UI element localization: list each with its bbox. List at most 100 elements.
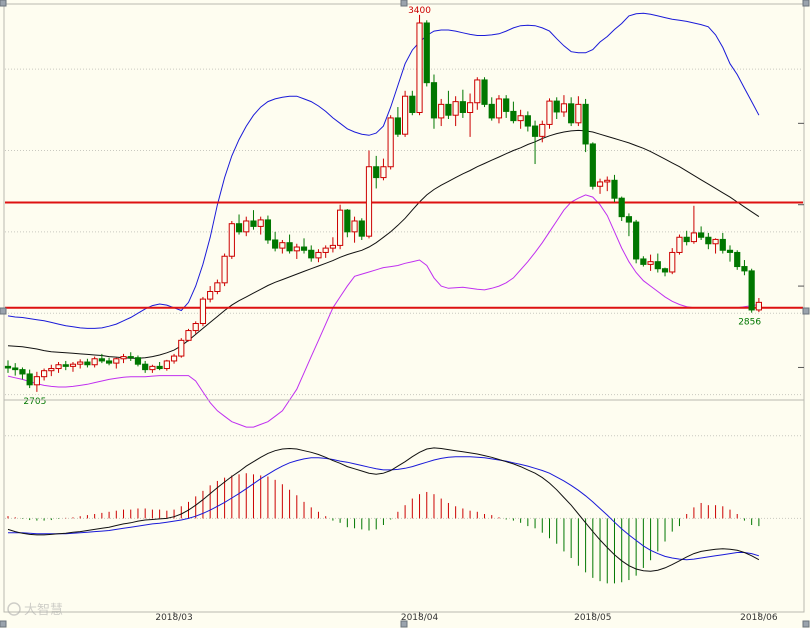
candle-down xyxy=(741,266,748,272)
candle-down xyxy=(481,79,488,105)
candle-up xyxy=(546,100,553,125)
candle-up xyxy=(495,98,503,119)
candle-down xyxy=(19,369,26,375)
candle-down xyxy=(640,258,647,265)
candle-down xyxy=(264,219,272,241)
candle-down xyxy=(4,365,12,369)
candle-down xyxy=(625,216,633,223)
candle-down xyxy=(553,100,560,113)
candle-down xyxy=(582,103,589,145)
candle-up xyxy=(170,355,178,362)
price-panel: 3400 2705 2856 xyxy=(3,3,805,428)
candle-up xyxy=(337,209,344,246)
candle-down xyxy=(423,22,430,84)
candle-up xyxy=(647,261,654,265)
candle-up xyxy=(192,323,199,332)
candle-down xyxy=(683,236,690,243)
candle-down xyxy=(661,268,669,273)
candle-up xyxy=(120,356,127,360)
candle-down xyxy=(719,238,726,251)
candle-down xyxy=(373,166,380,179)
candle-down xyxy=(344,209,351,233)
watermark-logo: 大智慧 xyxy=(7,602,63,618)
candle-down xyxy=(726,249,734,253)
candle-up xyxy=(243,220,250,233)
candle-up xyxy=(539,123,546,137)
candle-down xyxy=(300,246,308,251)
date-axis: 2018/03 2018/04 2018/05 2018/06 xyxy=(155,612,778,623)
candle-up xyxy=(755,301,762,311)
candle-down xyxy=(235,223,243,233)
candle-up xyxy=(329,244,336,249)
macd-histogram xyxy=(7,473,760,584)
candle-up xyxy=(41,370,48,378)
candle-up xyxy=(604,179,611,183)
candle-down xyxy=(705,236,712,245)
price-indicator-lines xyxy=(7,12,760,428)
low-price-label-right: 2856 xyxy=(738,318,761,328)
resize-handle-top-center[interactable] xyxy=(400,0,408,7)
candle-down xyxy=(698,232,705,238)
candle-down xyxy=(98,358,105,362)
candle-down xyxy=(618,197,625,218)
bollinger-lower-line xyxy=(7,194,759,428)
candle-up xyxy=(474,79,481,104)
candle-down xyxy=(510,110,517,122)
watermark-icon xyxy=(7,602,21,616)
resize-handle-top-left[interactable] xyxy=(0,0,7,7)
resize-handle-middle-right[interactable] xyxy=(802,307,810,315)
high-price-label: 3400 xyxy=(408,6,431,16)
candle-up xyxy=(517,115,524,122)
candle-down xyxy=(272,239,279,249)
candle-down xyxy=(748,270,755,311)
candle-up xyxy=(351,220,358,233)
resize-handle-bottom-right[interactable] xyxy=(802,620,810,628)
candle-up xyxy=(315,251,322,259)
candle-up xyxy=(113,358,120,364)
candle-up xyxy=(185,330,192,341)
candle-down xyxy=(589,143,596,187)
candle-up xyxy=(676,236,683,253)
candle-up xyxy=(322,247,329,253)
candle-up xyxy=(163,360,170,370)
candle-down xyxy=(409,95,416,113)
resize-handle-bottom-left[interactable] xyxy=(0,620,7,628)
candle-down xyxy=(654,261,661,270)
candle-down xyxy=(430,82,438,119)
candle-up xyxy=(380,166,387,179)
resize-handle-middle-left[interactable] xyxy=(0,307,7,315)
candle-down xyxy=(531,125,539,137)
candle-up xyxy=(466,102,474,113)
candle-up xyxy=(77,361,84,365)
macd-panel-frame xyxy=(3,399,805,613)
candle-down xyxy=(142,363,149,371)
candle-up xyxy=(712,238,719,245)
candle-up xyxy=(69,363,77,367)
candle-down xyxy=(394,117,401,135)
resize-handle-bottom-center[interactable] xyxy=(400,620,408,628)
macd-dif-line xyxy=(7,447,760,572)
candle-up xyxy=(221,255,228,284)
resize-handle-top-right[interactable] xyxy=(802,0,810,7)
macd-signal-line xyxy=(8,456,760,561)
macd-lines xyxy=(7,447,760,572)
candle-down xyxy=(633,221,640,260)
candle-down xyxy=(127,356,134,359)
bollinger-upper-line xyxy=(7,12,760,329)
low-price-label-left: 2705 xyxy=(23,397,46,407)
candle-up xyxy=(48,368,55,372)
candle-up xyxy=(199,298,207,325)
candle-up xyxy=(55,364,62,370)
candle-up xyxy=(33,376,40,386)
candle-up xyxy=(416,22,423,113)
candle-up xyxy=(575,103,582,124)
date-axis-label: 2018/05 xyxy=(574,613,611,623)
candle-down xyxy=(84,361,91,366)
watermark-text: 大智慧 xyxy=(24,602,63,618)
candle-down xyxy=(358,220,365,237)
candle-down xyxy=(611,179,618,199)
candle-down xyxy=(12,367,19,371)
candle-up xyxy=(207,291,214,300)
